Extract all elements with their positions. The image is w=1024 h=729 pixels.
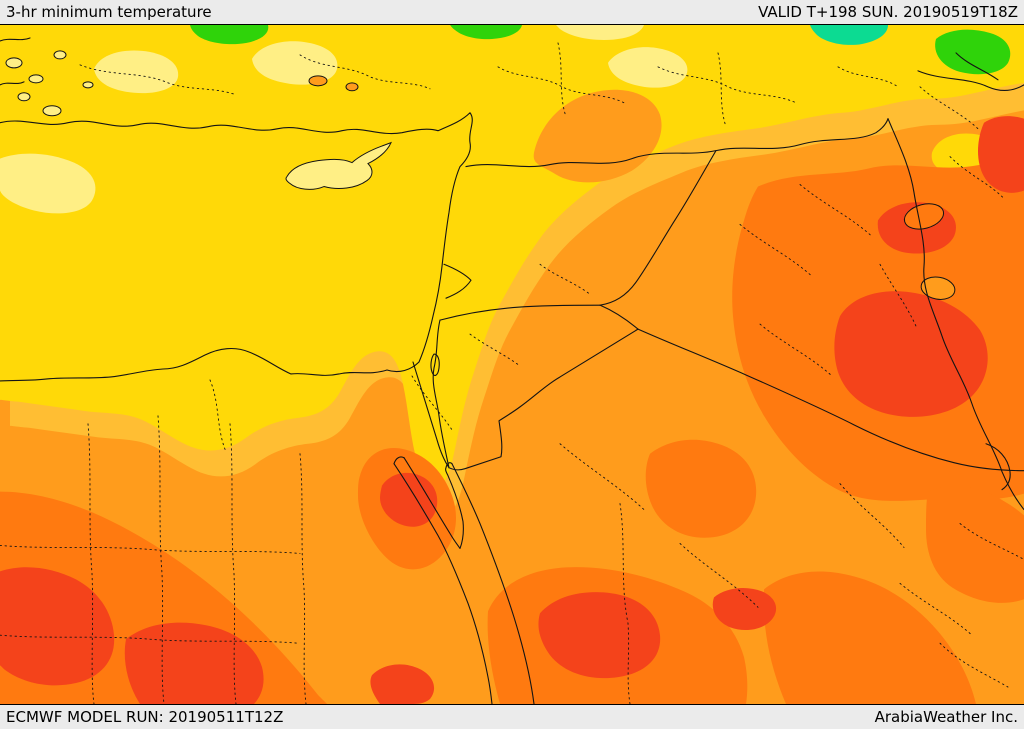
admin-line <box>469 333 521 367</box>
admin-line <box>0 545 301 554</box>
admin-line <box>759 323 833 377</box>
admin-line <box>959 523 1024 560</box>
map-title: 3-hr minimum temperature <box>6 3 212 21</box>
border-line <box>637 328 1024 472</box>
temp-region <box>834 291 988 417</box>
island <box>28 74 44 84</box>
temp-region <box>370 664 435 704</box>
border-line <box>887 118 1024 511</box>
valid-time-label: VALID T+198 SUN. 20190519T18Z <box>758 3 1018 21</box>
admin-line <box>739 223 813 277</box>
temp-region <box>124 622 264 704</box>
temperature-field-svg <box>0 25 1024 704</box>
lake <box>308 75 328 87</box>
footer-bar: ECMWF MODEL RUN: 20190511T12Z ArabiaWeat… <box>0 705 1024 729</box>
admin-line <box>0 634 299 644</box>
green-patches <box>190 25 1011 75</box>
admin-line <box>799 184 873 237</box>
temp-region <box>380 472 438 527</box>
mediterranean-coast <box>0 112 473 382</box>
admin-line <box>939 642 1009 688</box>
temp-region <box>538 592 661 679</box>
temp-region <box>978 116 1024 193</box>
sinai-coast <box>403 457 464 550</box>
island <box>42 105 62 117</box>
brand-label: ArabiaWeather Inc. <box>874 708 1018 726</box>
header-bar: 3-hr minimum temperature VALID T+198 SUN… <box>0 0 1024 24</box>
coastlines <box>0 112 535 704</box>
border-line <box>985 443 1011 491</box>
temp-region <box>935 29 1011 75</box>
admin-line <box>229 423 237 704</box>
temp-region <box>763 571 976 704</box>
temp-region <box>0 567 115 686</box>
coast-fragment <box>0 37 31 42</box>
dead-sea <box>430 353 440 376</box>
admin-line <box>879 263 917 327</box>
temperature-map <box>0 24 1024 705</box>
cool-yellow-region <box>0 25 1024 489</box>
country-borders <box>412 52 1024 511</box>
model-run-label: ECMWF MODEL RUN: 20190511T12Z <box>6 708 284 726</box>
border-line <box>448 328 639 471</box>
admin-line <box>539 263 591 295</box>
temp-region <box>926 485 1024 603</box>
border-line <box>599 304 639 330</box>
admin-borders <box>0 42 1024 704</box>
border-line <box>599 150 717 306</box>
border-line <box>439 304 601 321</box>
temp-region <box>712 587 777 631</box>
lake <box>903 203 945 230</box>
border-line <box>917 70 1024 91</box>
lake <box>920 276 956 300</box>
cyprus-island <box>285 141 392 190</box>
admin-line <box>619 503 631 704</box>
island <box>53 50 67 60</box>
admin-line <box>411 375 453 431</box>
aegean-islands <box>0 37 94 117</box>
pale-yellow-patches <box>0 25 1000 214</box>
red-sea-west-shore <box>393 463 493 704</box>
temp-region <box>0 153 96 214</box>
temp-region <box>608 47 688 88</box>
gulf-heads <box>393 456 453 469</box>
island <box>17 92 31 102</box>
admin-line <box>559 443 645 511</box>
admin-line <box>209 379 227 453</box>
admin-line <box>299 54 431 90</box>
admin-line <box>837 66 899 88</box>
border-line <box>412 361 450 469</box>
border-line <box>465 118 889 168</box>
red-regions <box>0 116 1024 704</box>
admin-line <box>899 582 973 636</box>
island <box>5 57 23 69</box>
temp-region <box>94 50 179 94</box>
lake <box>345 82 359 92</box>
admin-line <box>679 543 759 608</box>
admin-line <box>949 156 1005 199</box>
island <box>82 81 94 89</box>
border-line <box>955 52 999 81</box>
temp-region <box>810 25 888 45</box>
temp-region <box>556 25 644 40</box>
temp-region <box>252 41 338 85</box>
admin-line <box>157 415 165 704</box>
admin-line <box>497 66 625 104</box>
temp-region <box>450 25 522 40</box>
border-line <box>432 319 450 469</box>
red-sea-east-shore <box>451 463 535 704</box>
border-line <box>443 263 472 299</box>
admin-line <box>87 423 95 704</box>
temp-region <box>645 439 757 538</box>
temp-region <box>190 25 269 45</box>
admin-line <box>299 453 307 704</box>
lakes <box>308 75 956 300</box>
coast-fragment <box>0 81 25 86</box>
admin-line <box>79 64 237 96</box>
admin-line <box>839 483 905 548</box>
